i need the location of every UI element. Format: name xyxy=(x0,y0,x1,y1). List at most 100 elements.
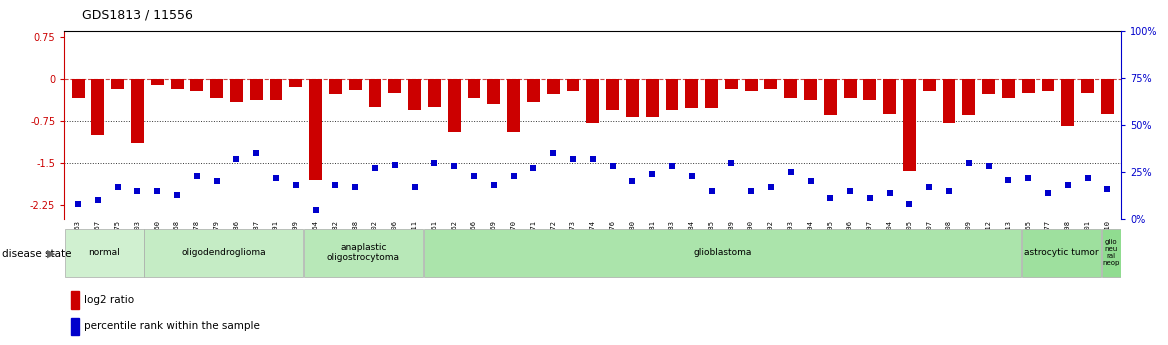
Text: oligodendroglioma: oligodendroglioma xyxy=(181,248,266,257)
Point xyxy=(505,173,523,179)
Point xyxy=(1018,175,1037,180)
Bar xyxy=(1002,79,1015,98)
Text: astrocytic tumor: astrocytic tumor xyxy=(1024,248,1099,257)
Point xyxy=(999,177,1017,183)
Point xyxy=(940,188,959,194)
Point xyxy=(702,188,721,194)
Bar xyxy=(923,79,936,91)
Point xyxy=(485,183,503,188)
Bar xyxy=(547,79,559,95)
Point xyxy=(901,201,919,207)
FancyBboxPatch shape xyxy=(64,229,144,277)
Point xyxy=(445,164,464,169)
Bar xyxy=(111,79,124,89)
Bar xyxy=(1062,79,1075,127)
Point xyxy=(366,166,384,171)
Point xyxy=(266,175,285,180)
Bar xyxy=(369,79,382,107)
Point xyxy=(524,166,543,171)
Point xyxy=(69,201,88,207)
Point xyxy=(246,150,265,156)
Bar xyxy=(71,292,79,308)
Bar xyxy=(71,79,84,98)
Bar xyxy=(903,79,916,171)
Text: glio
neu
ral
neop: glio neu ral neop xyxy=(1103,239,1120,266)
Bar xyxy=(487,79,500,104)
Bar xyxy=(210,79,223,98)
Text: ▶: ▶ xyxy=(47,249,56,258)
Bar xyxy=(586,79,599,122)
Bar xyxy=(982,79,995,95)
Point xyxy=(188,173,207,179)
Bar xyxy=(290,79,303,87)
Point xyxy=(762,184,780,190)
Bar xyxy=(71,318,79,335)
Bar xyxy=(310,79,322,180)
Point xyxy=(682,173,701,179)
Point xyxy=(861,196,880,201)
Bar xyxy=(686,79,698,108)
Point xyxy=(168,192,187,197)
Point xyxy=(89,197,107,203)
Point xyxy=(148,188,167,194)
Point xyxy=(781,169,800,175)
Bar xyxy=(725,79,738,89)
Point xyxy=(662,164,681,169)
Bar xyxy=(863,79,876,100)
Bar xyxy=(1082,79,1094,93)
Bar xyxy=(606,79,619,110)
Bar xyxy=(943,79,955,122)
Bar xyxy=(745,79,758,91)
Point xyxy=(385,162,404,167)
Bar xyxy=(823,79,836,115)
Point xyxy=(109,184,127,190)
Point xyxy=(425,160,444,166)
Text: anaplastic
oligostrocytoma: anaplastic oligostrocytoma xyxy=(327,243,399,263)
Bar xyxy=(131,79,144,143)
Point xyxy=(841,188,860,194)
FancyBboxPatch shape xyxy=(145,229,304,277)
Bar xyxy=(467,79,480,98)
Bar xyxy=(270,79,283,100)
Point xyxy=(881,190,899,196)
Point xyxy=(722,160,741,166)
Bar xyxy=(765,79,778,89)
Bar xyxy=(705,79,718,108)
FancyBboxPatch shape xyxy=(1022,229,1101,277)
Text: GDS1813 / 11556: GDS1813 / 11556 xyxy=(82,9,193,22)
Point xyxy=(603,164,621,169)
Text: disease state: disease state xyxy=(2,249,72,258)
Point xyxy=(544,150,563,156)
Point xyxy=(1038,190,1057,196)
Bar xyxy=(427,79,440,107)
Bar xyxy=(883,79,896,114)
Bar xyxy=(408,79,420,110)
Point xyxy=(564,156,583,162)
Bar xyxy=(566,79,579,91)
Bar xyxy=(190,79,203,91)
Bar xyxy=(626,79,639,117)
Point xyxy=(1058,183,1077,188)
Bar xyxy=(666,79,679,110)
Point xyxy=(465,173,484,179)
Bar xyxy=(230,79,243,102)
Bar xyxy=(527,79,540,102)
Point xyxy=(920,184,939,190)
Bar xyxy=(1101,79,1114,114)
Text: log2 ratio: log2 ratio xyxy=(84,295,134,305)
Bar xyxy=(1022,79,1035,93)
Bar xyxy=(962,79,975,115)
Point xyxy=(584,156,603,162)
Point xyxy=(1078,175,1097,180)
Point xyxy=(642,171,661,177)
FancyBboxPatch shape xyxy=(424,229,1021,277)
Point xyxy=(801,179,820,184)
Point xyxy=(326,183,345,188)
Bar xyxy=(447,79,460,132)
Point xyxy=(405,184,424,190)
Bar xyxy=(171,79,183,89)
Point xyxy=(979,164,997,169)
Point xyxy=(821,196,840,201)
Point xyxy=(960,160,979,166)
FancyBboxPatch shape xyxy=(304,229,423,277)
